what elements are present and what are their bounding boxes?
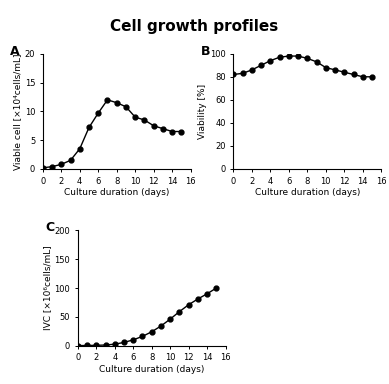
Text: C: C bbox=[45, 221, 54, 234]
Text: Cell growth profiles: Cell growth profiles bbox=[110, 19, 279, 34]
Text: A: A bbox=[10, 45, 20, 58]
X-axis label: Culture duration (days): Culture duration (days) bbox=[99, 365, 204, 374]
Y-axis label: Viable cell [×10⁴cells/mL]: Viable cell [×10⁴cells/mL] bbox=[13, 53, 22, 170]
Y-axis label: IVC [×10⁶cells/mL]: IVC [×10⁶cells/mL] bbox=[43, 246, 52, 330]
Y-axis label: Viability [%]: Viability [%] bbox=[198, 84, 207, 139]
X-axis label: Culture duration (days): Culture duration (days) bbox=[255, 189, 360, 197]
X-axis label: Culture duration (days): Culture duration (days) bbox=[64, 189, 169, 197]
Text: B: B bbox=[201, 45, 210, 58]
